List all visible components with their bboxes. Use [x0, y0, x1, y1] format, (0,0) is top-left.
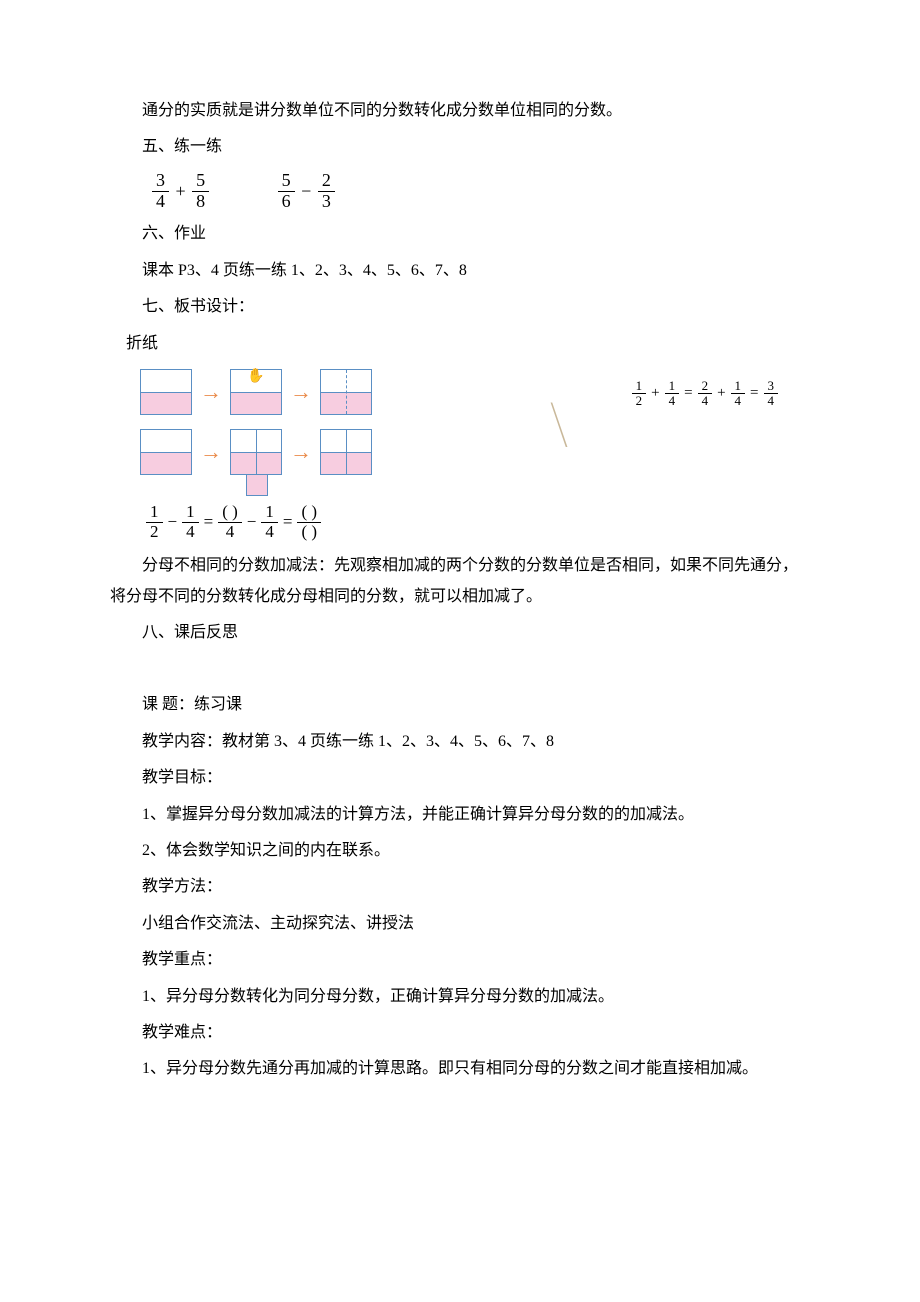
arrow-icon: →	[290, 431, 312, 473]
paragraph: 通分的实质就是讲分数单位不同的分数转化成分数单位相同的分数。	[110, 96, 810, 126]
folding-diagram: ⟍ 12+14=24+14=34 →✋→ →→ 12−14=( )4−14=( …	[140, 369, 780, 541]
fraction: 23	[318, 171, 335, 212]
section-heading: 教学目标：	[110, 763, 810, 793]
paragraph: 课本 P3、4 页练一练 1、2、3、4、5、6、7、8	[110, 256, 810, 286]
section-heading: 五、练一练	[110, 132, 810, 162]
fraction-box: ✋	[230, 369, 282, 415]
hand-icon: ✋	[247, 364, 264, 391]
diagram-row-2: →→	[140, 429, 780, 475]
list-item: 1、异分母分数转化为同分母分数，正确计算异分母分数的加减法。	[110, 982, 810, 1012]
arrow-icon: →	[290, 371, 312, 413]
section-heading: 教学方法：	[110, 872, 810, 902]
fraction-box	[140, 369, 192, 415]
paragraph: 分母不相同的分数加减法：先观察相加减的两个分数的分数单位是否相同，如果不同先通分…	[110, 551, 810, 612]
subheading: 折纸	[110, 329, 810, 359]
side-equation: 12+14=24+14=34	[630, 379, 780, 409]
fraction: 56	[278, 171, 295, 212]
extra-fraction-piece	[246, 474, 268, 496]
fraction: 58	[192, 171, 209, 212]
section-heading: 六、作业	[110, 219, 810, 249]
paragraph: 小组合作交流法、主动探究法、讲授法	[110, 909, 810, 939]
fraction: 34	[152, 171, 169, 212]
list-item: 1、掌握异分母分数加减法的计算方法，并能正确计算异分母分数的的加减法。	[110, 800, 810, 830]
fraction-box	[140, 429, 192, 475]
section-heading: 七、板书设计：	[110, 292, 810, 322]
fraction-box	[320, 369, 372, 415]
brace-icon: ⟍	[551, 369, 568, 483]
section-heading: 教学难点：	[110, 1018, 810, 1048]
practice-expressions: 34 + 58 56 − 23	[140, 171, 810, 212]
list-item: 2、体会数学知识之间的内在联系。	[110, 836, 810, 866]
fraction-box	[230, 429, 282, 475]
fraction-box	[320, 429, 372, 475]
lesson-title: 课 题：练习课	[110, 690, 810, 720]
paragraph: 教学内容：教材第 3、4 页练一练 1、2、3、4、5、6、7、8	[110, 727, 810, 757]
arrow-icon: →	[200, 371, 222, 413]
list-item: 1、异分母分数先通分再加减的计算思路。即只有相同分母的分数之间才能直接相加减。	[110, 1054, 810, 1084]
section-heading: 教学重点：	[110, 945, 810, 975]
arrow-icon: →	[200, 431, 222, 473]
section-heading: 八、课后反思	[110, 618, 810, 648]
bottom-equation: 12−14=( )4−14=( )( )	[144, 503, 780, 541]
document-page: 通分的实质就是讲分数单位不同的分数转化成分数单位相同的分数。 五、练一练 34 …	[0, 0, 920, 1171]
